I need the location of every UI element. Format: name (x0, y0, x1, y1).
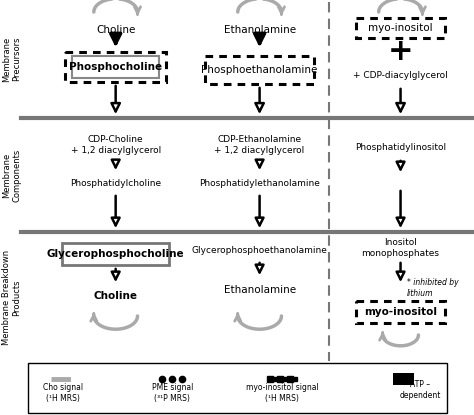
Text: Ethanolamine: Ethanolamine (224, 25, 296, 35)
Text: CDP-Ethanolamine
+ 1,2 diacylglycerol: CDP-Ethanolamine + 1,2 diacylglycerol (214, 135, 305, 155)
Text: Phosphoethanolamine: Phosphoethanolamine (201, 65, 318, 75)
Bar (28, 363, 447, 413)
Text: Cho signal
(¹H MRS): Cho signal (¹H MRS) (43, 383, 83, 403)
Bar (72, 56, 159, 78)
Bar (356, 301, 445, 323)
Text: CDP-Choline
+ 1,2 diacylglycerol: CDP-Choline + 1,2 diacylglycerol (71, 135, 161, 155)
Text: Membrane
Precursors: Membrane Precursors (2, 37, 21, 82)
Bar (205, 56, 314, 84)
Text: + CDP-diacylglycerol: + CDP-diacylglycerol (353, 71, 448, 81)
Text: myo-inositol: myo-inositol (364, 307, 437, 317)
Text: Phosphatidylethanolamine: Phosphatidylethanolamine (199, 178, 320, 188)
Text: Choline: Choline (96, 25, 136, 35)
Text: +: + (388, 37, 413, 66)
Text: Phosphatidylcholine: Phosphatidylcholine (70, 178, 161, 188)
Bar (62, 243, 169, 265)
Text: myo-inositol: myo-inositol (368, 23, 433, 33)
Text: myo-inositol signal
(¹H MRS): myo-inositol signal (¹H MRS) (246, 383, 319, 403)
Text: PME signal
(³¹P MRS): PME signal (³¹P MRS) (152, 383, 193, 403)
Bar (356, 18, 445, 38)
Text: Phosphocholine: Phosphocholine (69, 62, 162, 72)
Text: Membrane Breakdown
Products: Membrane Breakdown Products (2, 250, 21, 345)
Text: Glycerophosphoethanolamine: Glycerophosphoethanolamine (191, 246, 328, 254)
Text: Glycerophosphocholine: Glycerophosphocholine (47, 249, 184, 259)
Text: Phosphatidylinositol: Phosphatidylinositol (355, 142, 446, 151)
Text: ATP –
dependent: ATP – dependent (400, 380, 441, 400)
Text: Ethanolamine: Ethanolamine (224, 285, 296, 295)
Text: * inhibited by
lithium: * inhibited by lithium (407, 278, 458, 298)
Bar (392, 373, 414, 385)
Text: Inositol
monophosphates: Inositol monophosphates (362, 238, 439, 258)
Text: Membrane
Components: Membrane Components (2, 149, 21, 202)
Text: Choline: Choline (94, 291, 137, 301)
Bar (65, 52, 166, 82)
